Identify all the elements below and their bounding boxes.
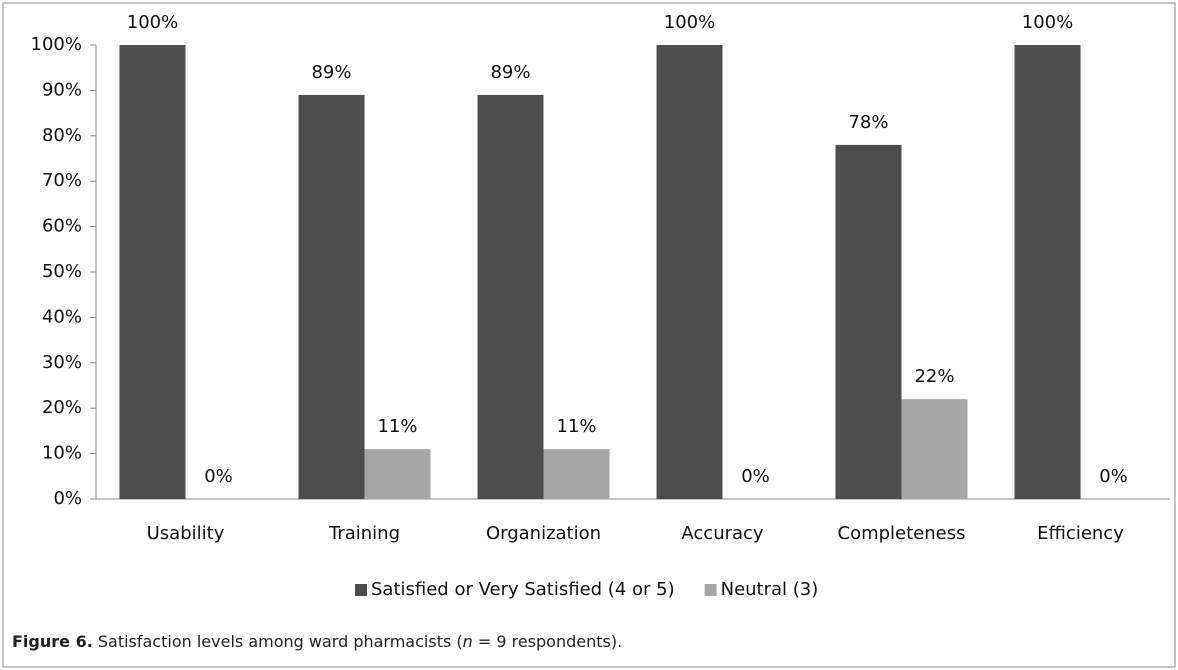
bar <box>543 449 610 499</box>
value-label: 89% <box>311 62 351 83</box>
value-label: 0% <box>204 466 233 487</box>
caption: Figure 6. Satisfaction levels among ward… <box>12 632 622 651</box>
bar <box>656 45 723 499</box>
bar <box>119 45 186 499</box>
y-tick-label: 50% <box>42 261 82 282</box>
value-label: 100% <box>664 12 715 33</box>
legend-label: Neutral (3) <box>721 579 819 600</box>
legend-swatch <box>704 584 717 596</box>
value-label: 100% <box>127 12 178 33</box>
y-tick-label: 10% <box>42 443 82 464</box>
bar <box>1014 45 1081 499</box>
value-label: 78% <box>848 112 888 133</box>
value-label: 11% <box>556 416 596 437</box>
legend-swatch <box>355 584 367 596</box>
y-tick-label: 0% <box>53 488 82 509</box>
value-label: 89% <box>490 62 530 83</box>
y-tick-label: 20% <box>42 397 82 418</box>
x-tick-label: Efficiency <box>1037 523 1124 544</box>
y-tick-label: 100% <box>31 34 82 55</box>
x-tick-label: Accuracy <box>681 523 764 544</box>
y-tick-label: 60% <box>42 216 82 237</box>
value-label: 0% <box>1099 466 1128 487</box>
value-label: 100% <box>1022 12 1073 33</box>
y-tick-label: 70% <box>42 170 82 191</box>
caption-text: Satisfaction levels among ward pharmacis… <box>98 632 463 651</box>
legend-label: Satisfied or Very Satisfied (4 or 5) <box>371 579 675 600</box>
bar <box>298 94 365 499</box>
bar <box>835 144 902 499</box>
caption-label: Figure 6. <box>12 632 93 651</box>
value-label: 22% <box>914 366 954 387</box>
x-tick-label: Usability <box>147 523 225 544</box>
x-tick-label: Completeness <box>838 523 966 544</box>
y-tick-label: 40% <box>42 306 82 327</box>
x-tick-label: Training <box>328 523 400 544</box>
y-tick-label: 30% <box>42 352 82 373</box>
y-tick-label: 80% <box>42 125 82 146</box>
value-label: 11% <box>377 416 417 437</box>
caption-text: = 9 respondents). <box>473 632 622 651</box>
value-label: 0% <box>741 466 770 487</box>
bar <box>901 399 968 499</box>
bar <box>364 449 431 499</box>
x-tick-label: Organization <box>486 523 601 544</box>
y-tick-label: 90% <box>42 79 82 100</box>
bar <box>477 94 544 499</box>
caption-text: n <box>463 632 473 651</box>
